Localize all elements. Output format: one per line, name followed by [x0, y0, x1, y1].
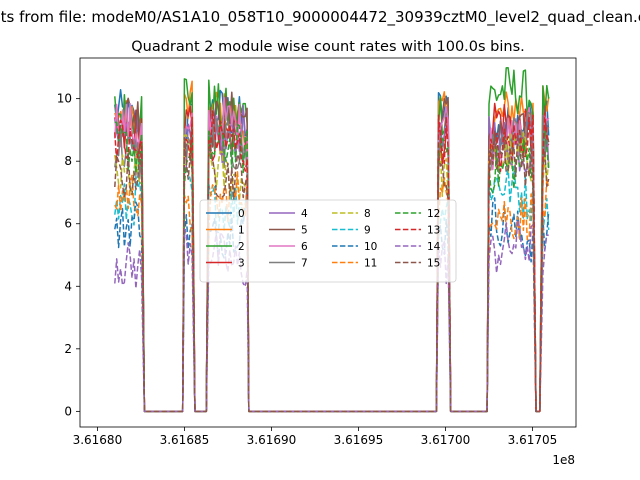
legend-label-12: 12	[427, 208, 440, 220]
series-layer	[114, 67, 550, 413]
y-tick-label: 6	[64, 217, 72, 231]
chart-title: Quadrant 2 module wise count rates with …	[131, 39, 525, 55]
legend-label-0: 0	[238, 208, 245, 220]
legend-label-1: 1	[238, 225, 245, 237]
figure-suptitle: Plots from file: modeM0/AS1A10_058T10_90…	[0, 8, 640, 26]
legend-label-9: 9	[364, 225, 371, 237]
legend-label-2: 2	[238, 241, 245, 253]
legend-label-5: 5	[301, 225, 308, 237]
legend-label-4: 4	[301, 208, 308, 220]
y-tick-label: 0	[64, 404, 72, 418]
legend-label-14: 14	[427, 241, 441, 253]
x-tick-label: 3.61690	[247, 433, 297, 447]
x-tick-label: 3.61695	[334, 433, 384, 447]
axes-layer: 3.61680 3.61685 3.61690 3.61695 3.61700 3.617…	[57, 57, 577, 447]
legend-label-3: 3	[238, 258, 245, 270]
legend-label-11: 11	[364, 258, 377, 270]
figure-suptitle-text: Plots from file: modeM0/AS1A10_058T10_90…	[0, 8, 640, 26]
legend-label-7: 7	[301, 258, 308, 270]
x-tick-label: 3.61685	[160, 433, 210, 447]
y-tick-label: 10	[57, 92, 72, 106]
legend-label-8: 8	[364, 208, 371, 220]
legend-label-15: 15	[427, 258, 440, 270]
legend-label-13: 13	[427, 225, 440, 237]
y-tick-label: 2	[64, 342, 72, 356]
y-tick-label: 4	[64, 279, 72, 293]
legend-label-6: 6	[301, 241, 308, 253]
x-offset-label: 1e8	[552, 453, 575, 467]
legend-label-10: 10	[364, 241, 377, 253]
x-tick-label: 3.61680	[73, 433, 123, 447]
plot-frame	[79, 57, 577, 428]
y-tick-label: 8	[64, 154, 72, 168]
series-line-15	[114, 131, 550, 413]
x-tick-label: 3.61700	[421, 433, 471, 447]
x-tick-label: 3.61705	[508, 433, 558, 447]
legend-box	[199, 199, 457, 283]
